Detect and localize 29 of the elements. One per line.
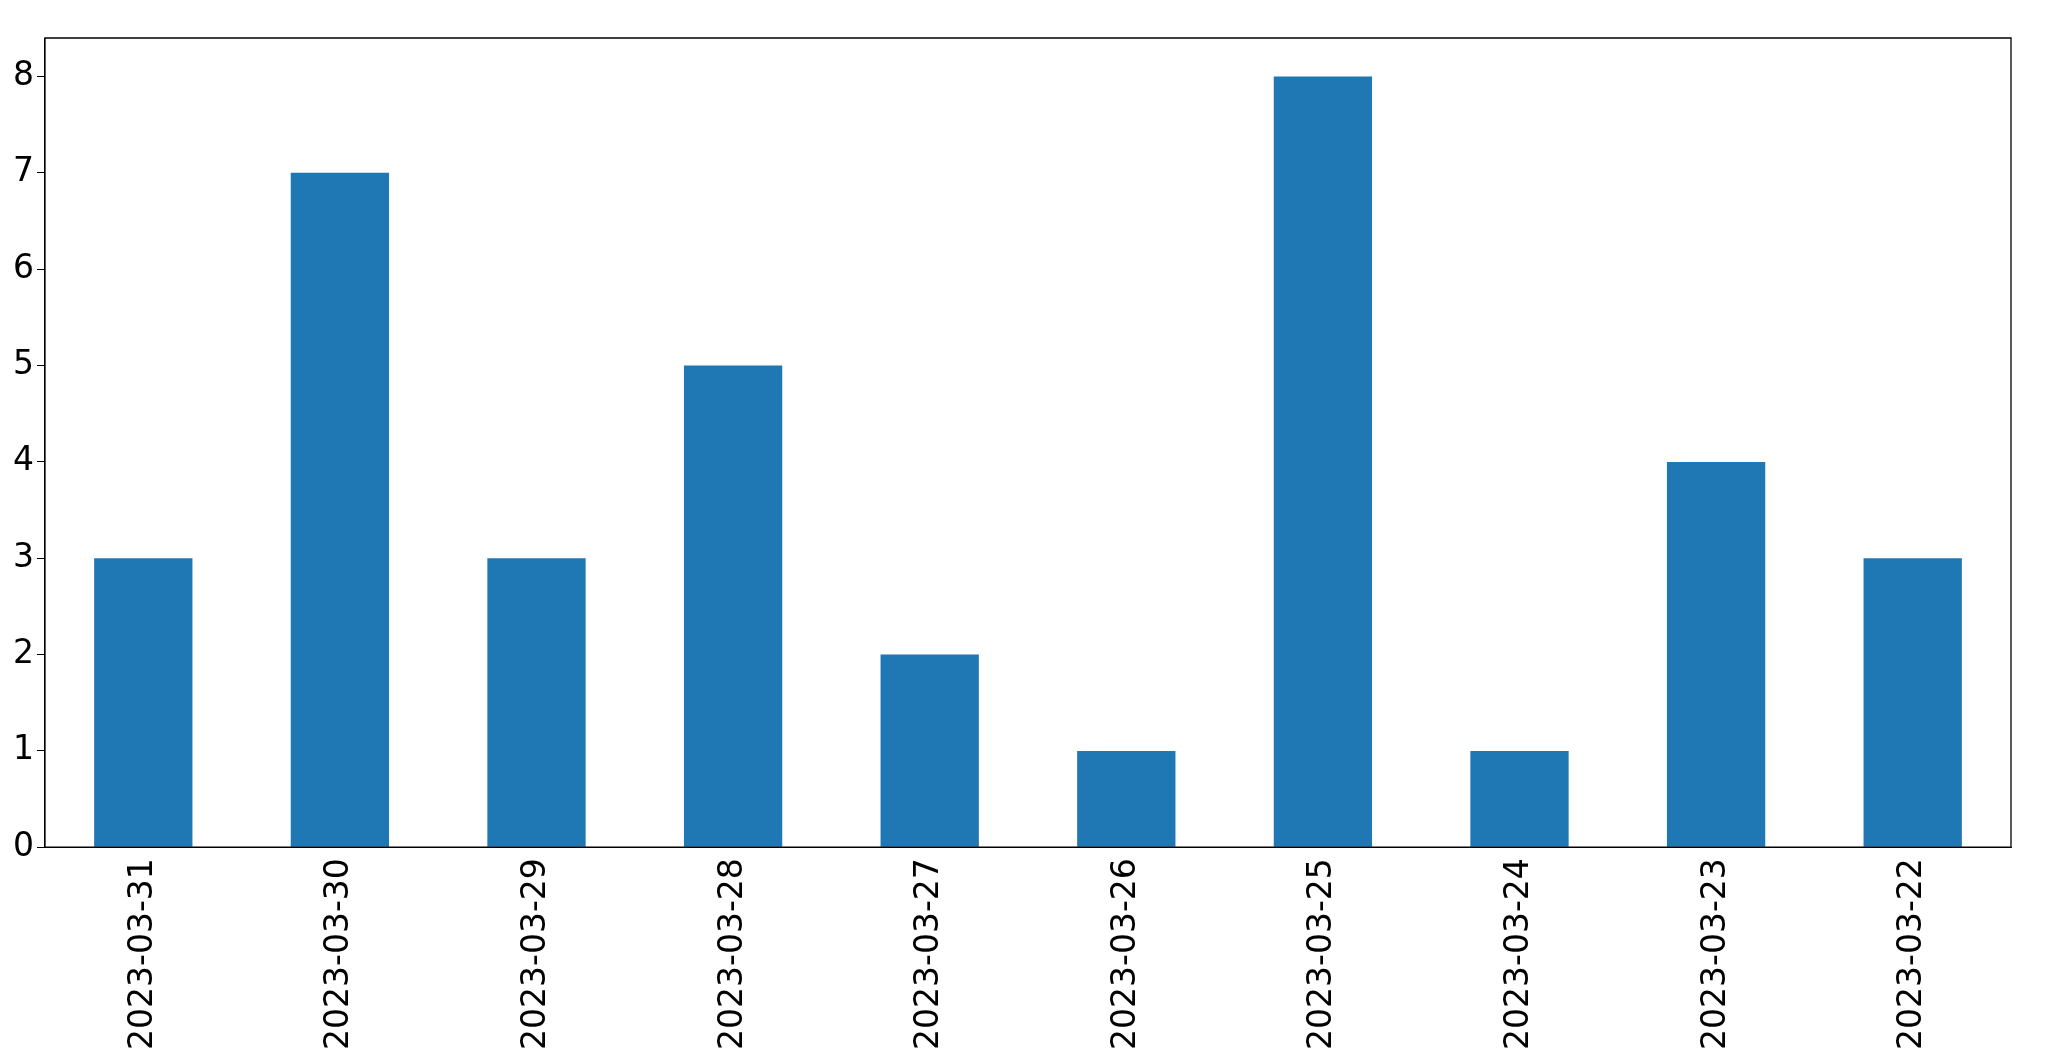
x-tick-label: 2023-03-27 [907,858,947,1050]
y-tick-label: 3 [13,535,34,575]
y-tick-label: 7 [13,150,34,190]
bar [1273,76,1373,847]
x-tick-label: 2023-03-30 [317,858,357,1050]
bar [1666,461,1766,847]
y-tick-label: 8 [13,54,34,94]
bar [94,558,193,847]
y-tick-label: 2 [13,632,34,672]
x-tick-label: 2023-03-23 [1693,858,1733,1050]
bar [880,654,979,847]
x-tick-label: 2023-03-24 [1497,858,1537,1050]
y-tick-label: 1 [13,728,34,768]
bar [683,365,783,847]
y-tick-label: 5 [13,343,34,383]
bar [487,558,586,847]
x-tick-label: 2023-03-22 [1890,858,1930,1050]
x-tick-label: 2023-03-28 [710,858,750,1050]
bar [290,172,390,847]
x-tick-label: 2023-03-26 [1103,858,1143,1050]
y-tick-label: 6 [13,246,34,286]
bar [1470,750,1569,847]
x-tick-label: 2023-03-29 [514,858,554,1050]
y-tick-label: 0 [13,824,34,864]
bar [1863,558,1962,847]
bar [1077,750,1176,847]
x-tick-label: 2023-03-31 [120,858,160,1050]
y-tick-label: 4 [13,439,34,479]
x-tick-label: 2023-03-25 [1300,858,1340,1050]
